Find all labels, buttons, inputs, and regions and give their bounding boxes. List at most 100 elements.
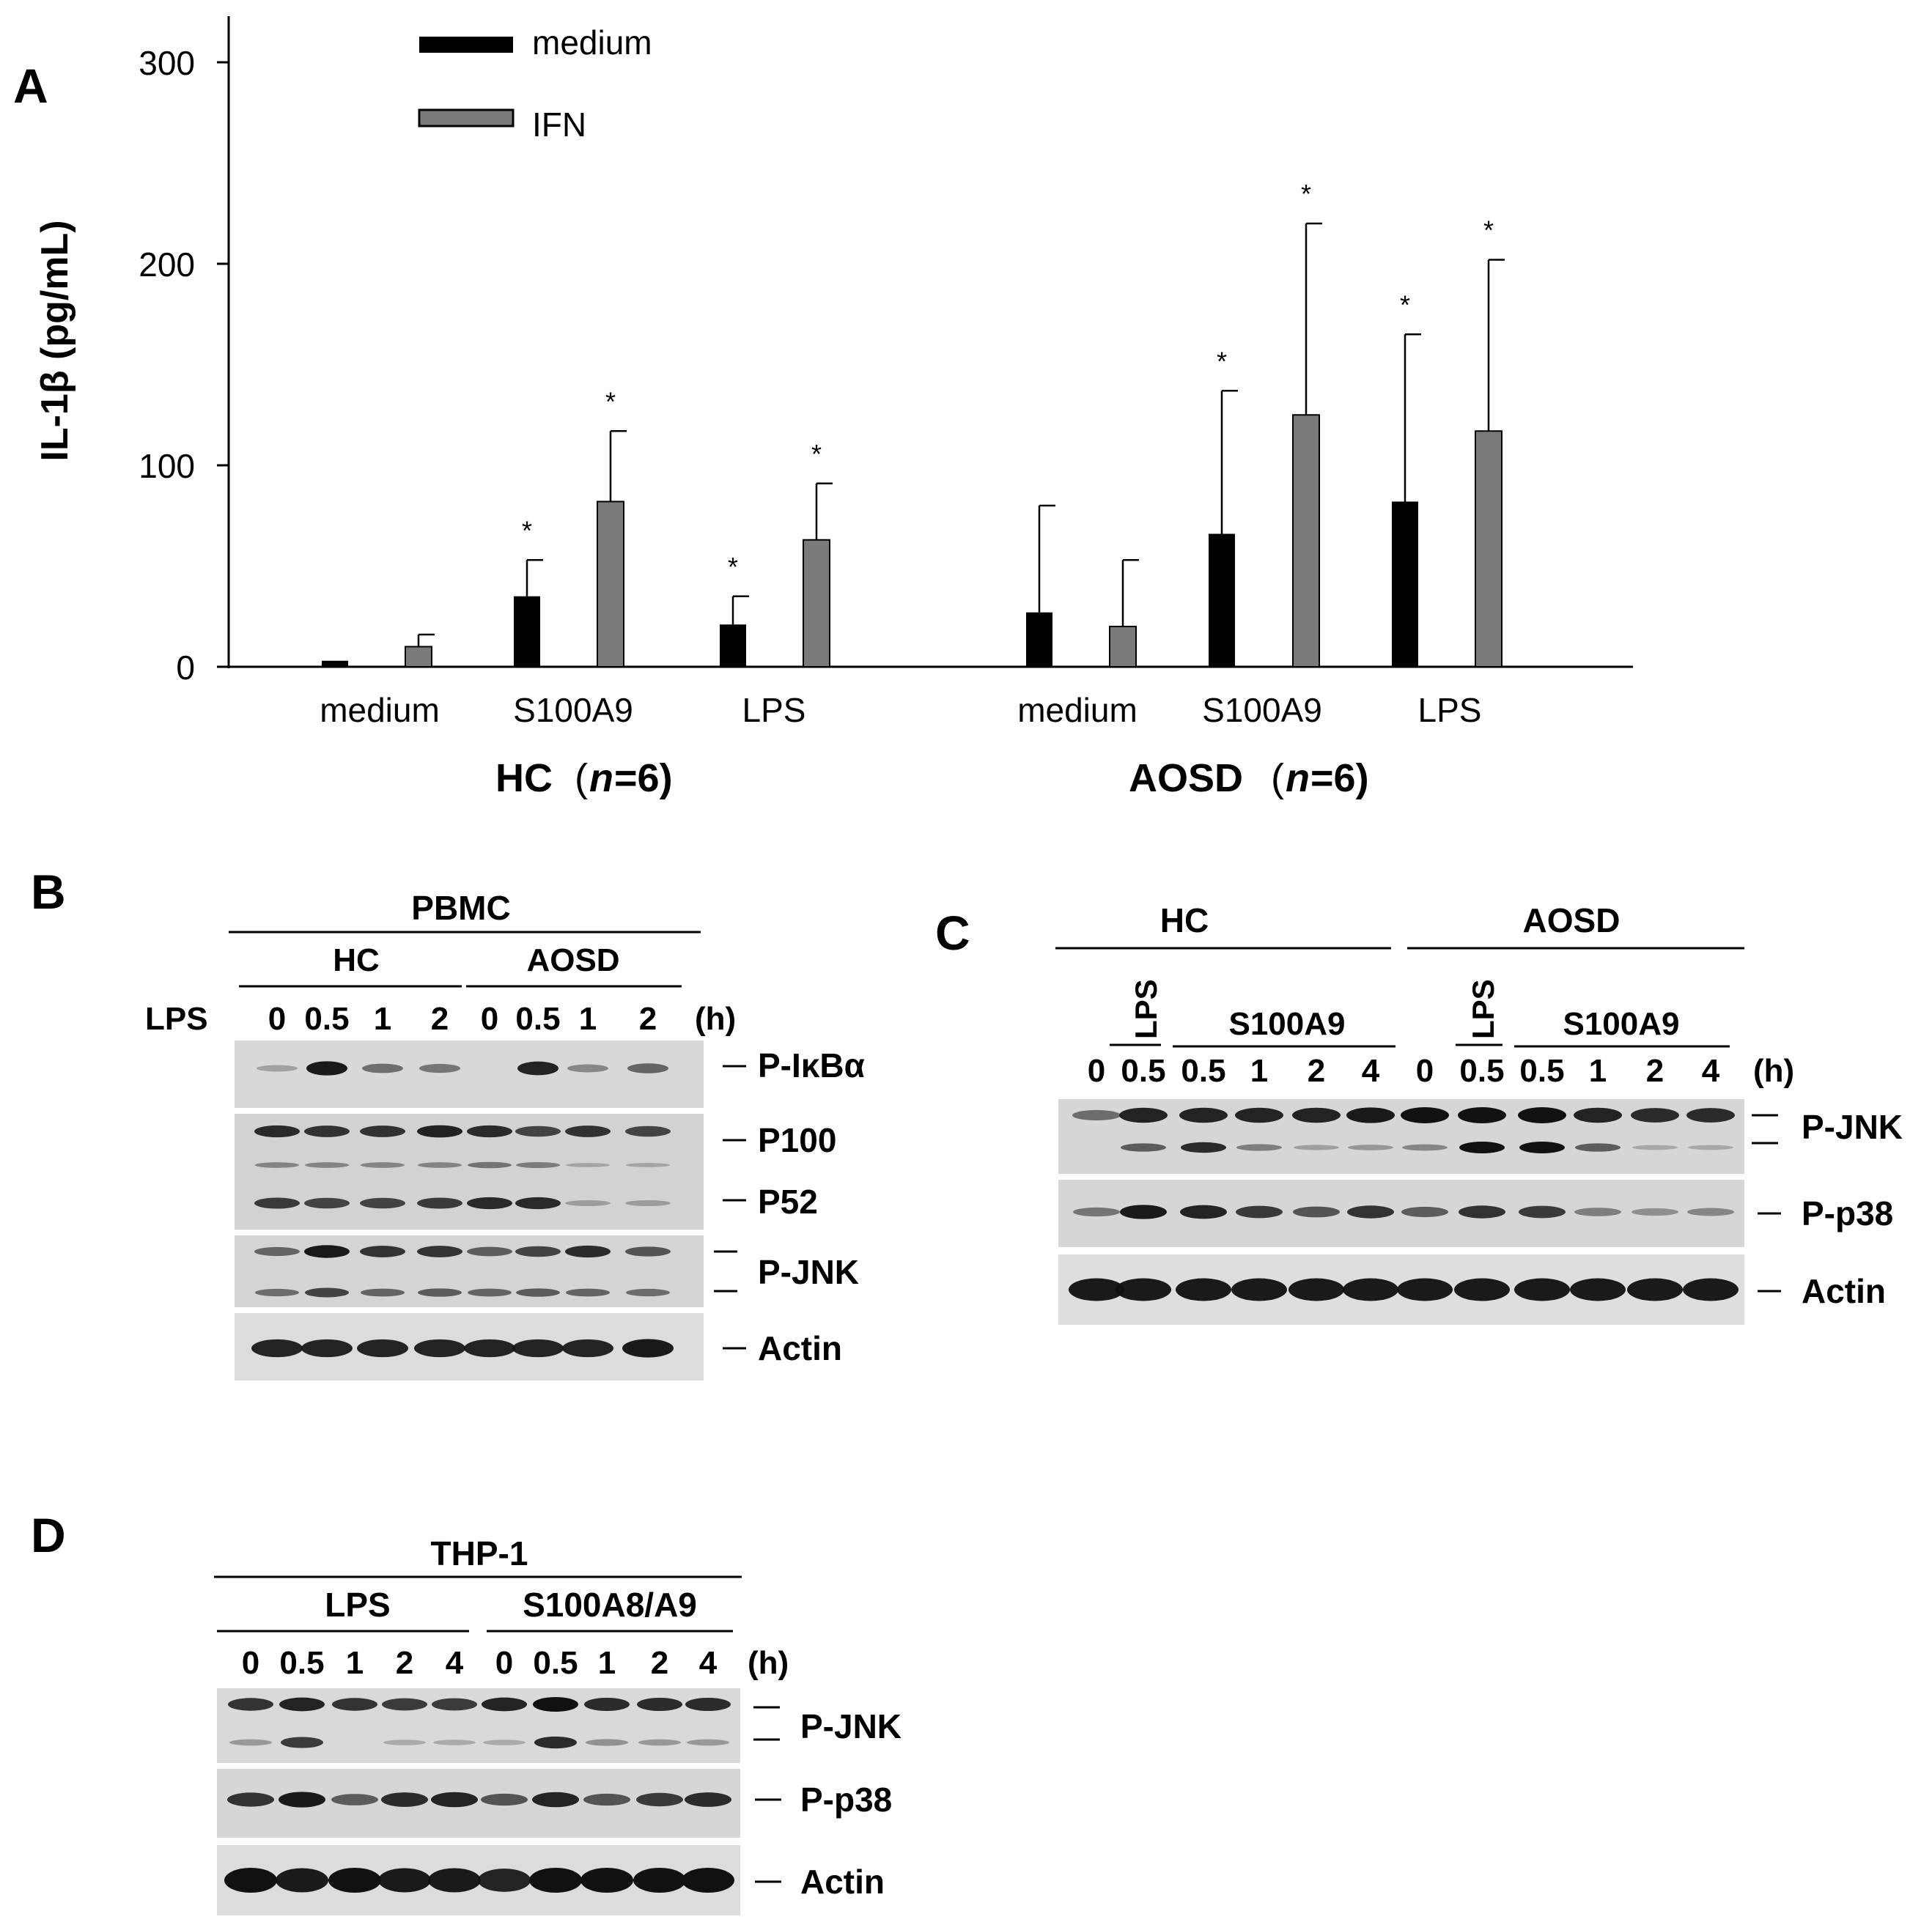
blot-band (1519, 1205, 1566, 1219)
blot-band (633, 1868, 686, 1893)
lane-label: 0 (268, 1001, 286, 1037)
blot-band (254, 1246, 300, 1257)
blot-band (328, 1868, 381, 1893)
blot-band (1121, 1143, 1166, 1152)
blot-band (357, 1339, 408, 1358)
western-blot-c (1058, 1099, 1744, 1325)
bar-ifn (405, 646, 432, 668)
blot-band (682, 1868, 734, 1893)
blot-band (625, 1246, 671, 1257)
band-label-actin: Actin (1802, 1272, 1886, 1310)
panel-c-letter: C (935, 906, 970, 960)
band-labels: P-IκBα P100 P52 P-JNK Actin (714, 1046, 865, 1367)
group-n-open: ( (575, 756, 588, 800)
blot-band (1575, 1143, 1621, 1152)
blot-band (1683, 1278, 1739, 1301)
blot-band (254, 1125, 300, 1138)
lane-label: 0 (481, 1001, 498, 1037)
blot-band (418, 1162, 462, 1168)
blot-band (529, 1868, 582, 1893)
group-label-aosd: AOSD (1523, 901, 1621, 939)
blot-band (1401, 1206, 1448, 1218)
blot-band (1631, 1108, 1679, 1123)
blot-band (685, 1697, 731, 1712)
lane-label: 0.5 (1181, 1053, 1225, 1089)
blot-band (468, 1288, 512, 1297)
blot-band (467, 1197, 512, 1210)
lane-label: 2 (651, 1645, 668, 1681)
blot-band (1574, 1107, 1622, 1123)
blot-band (482, 1697, 527, 1712)
blot-band (562, 1339, 613, 1358)
blot-band (381, 1792, 428, 1807)
lane-label: 0 (1088, 1053, 1105, 1089)
blot-band (467, 1125, 512, 1138)
bar-ifn (1475, 430, 1503, 668)
blot-band (1627, 1278, 1683, 1301)
blot-band (1181, 1142, 1226, 1153)
blot-band (224, 1868, 277, 1893)
lane-label: 0.5 (279, 1645, 324, 1681)
blot-band (468, 1161, 512, 1169)
blot-p-jnk (1058, 1099, 1744, 1174)
lane-label: 2 (1646, 1053, 1664, 1089)
y-tick-label: 0 (176, 648, 195, 687)
band-label-actin: Actin (758, 1329, 842, 1367)
band-labels: P-JNK P-p38 Actin (1752, 1108, 1903, 1310)
blot-p-jnk (235, 1235, 704, 1307)
blot-band (257, 1065, 298, 1072)
blot-band (1176, 1278, 1231, 1301)
blot-band (433, 1740, 476, 1745)
x-tick-label: LPS (1418, 691, 1482, 729)
blot-band (1686, 1108, 1735, 1123)
blot-band (586, 1739, 628, 1746)
blot-band (227, 1792, 274, 1807)
blot-band (301, 1339, 353, 1358)
bar-medium (1209, 533, 1235, 667)
blot-band (255, 1288, 299, 1297)
panel-d-letter: D (31, 1508, 66, 1562)
blot-band (417, 1125, 462, 1138)
blot-band (532, 1792, 579, 1808)
blot-band (1292, 1107, 1341, 1123)
blot-band (1236, 1144, 1282, 1151)
legend-swatch-ifn (418, 108, 515, 127)
panel-c: C HC AOSD LPS S100A9 LPS S100A9 0 0.5 0.5 1… (935, 901, 1903, 1325)
x-tick-label: medium (320, 691, 440, 729)
lane-label: 4 (1702, 1053, 1720, 1089)
blot-band (622, 1339, 674, 1358)
blot-band (304, 1197, 350, 1209)
blot-band (1348, 1145, 1393, 1150)
blot-band (1458, 1107, 1506, 1123)
blot-band (687, 1739, 729, 1746)
blot-band (534, 1736, 577, 1749)
blot-band (229, 1739, 272, 1746)
blot-band (1236, 1205, 1283, 1219)
y-axis-label: IL-1β (pg/mL) (34, 220, 76, 461)
blot-p-p38 (1058, 1180, 1744, 1247)
blot-band (1518, 1107, 1566, 1123)
blot-band (360, 1126, 405, 1137)
blot-band (565, 1245, 611, 1258)
bar-ifn (597, 500, 624, 668)
blot-band (432, 1698, 477, 1711)
lane-label: 4 (1362, 1053, 1380, 1089)
blot-band (331, 1794, 378, 1805)
lane-label: 4 (446, 1645, 464, 1681)
treatment-label: LPS (145, 1001, 208, 1037)
y-tick-label: 300 (139, 44, 195, 82)
lane-label: 2 (431, 1001, 449, 1037)
blot-band (1574, 1208, 1621, 1216)
blot-band (1069, 1278, 1124, 1301)
blot-band (382, 1698, 427, 1711)
significance-asterisk: * (1400, 289, 1410, 319)
bar-ifn (803, 539, 830, 668)
group-n-value: =6) (1310, 756, 1369, 800)
blot-band (255, 1162, 299, 1168)
group-n-symbol: n (589, 756, 613, 800)
blot-band (431, 1792, 478, 1808)
blot-band (467, 1246, 512, 1257)
western-blot-b (235, 1041, 704, 1380)
blot-band (516, 1288, 560, 1297)
